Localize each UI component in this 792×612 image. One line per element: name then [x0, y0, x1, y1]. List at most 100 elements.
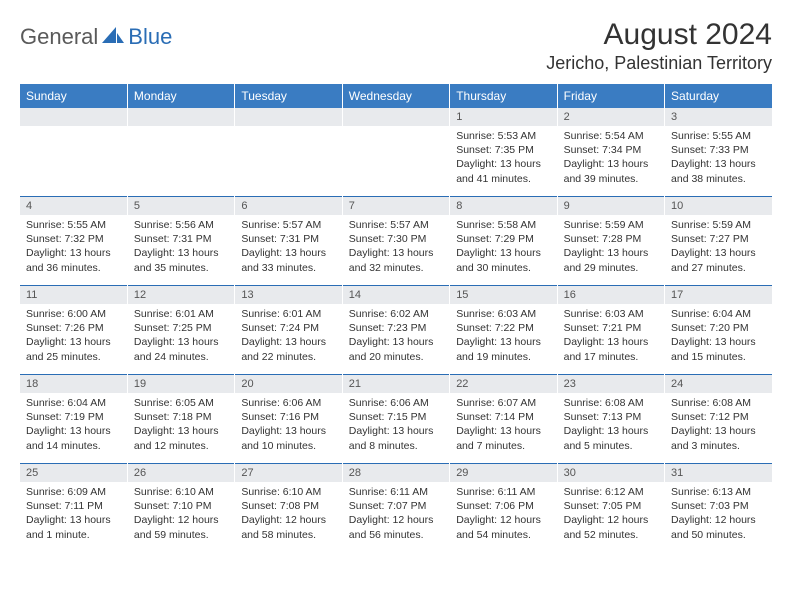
- sunrise-text: Sunrise: 6:04 AM: [671, 307, 766, 321]
- sunrise-text: Sunrise: 6:02 AM: [349, 307, 443, 321]
- day-body: Sunrise: 6:07 AMSunset: 7:14 PMDaylight:…: [450, 393, 556, 463]
- day-number: 21: [343, 375, 449, 393]
- daylight-text: Daylight: 12 hours and 56 minutes.: [349, 513, 443, 541]
- daylight-text: Daylight: 13 hours and 19 minutes.: [456, 335, 550, 363]
- day-body: Sunrise: 6:00 AMSunset: 7:26 PMDaylight:…: [20, 304, 127, 374]
- day-body-row: Sunrise: 5:55 AMSunset: 7:32 PMDaylight:…: [20, 215, 772, 286]
- daylight-text: Daylight: 12 hours and 58 minutes.: [241, 513, 335, 541]
- day-number-cell: 15: [450, 286, 557, 305]
- day-number-row: 25262728293031: [20, 464, 772, 483]
- day-body-cell: Sunrise: 6:07 AMSunset: 7:14 PMDaylight:…: [450, 393, 557, 464]
- sunset-text: Sunset: 7:15 PM: [349, 410, 443, 424]
- day-number: 6: [235, 197, 341, 215]
- day-body-row: Sunrise: 6:00 AMSunset: 7:26 PMDaylight:…: [20, 304, 772, 375]
- day-number: 28: [343, 464, 449, 482]
- day-header: Wednesday: [342, 84, 449, 108]
- day-number-cell: 30: [557, 464, 664, 483]
- day-number: 15: [450, 286, 556, 304]
- day-body: Sunrise: 6:10 AMSunset: 7:08 PMDaylight:…: [235, 482, 341, 552]
- day-body-cell: Sunrise: 5:59 AMSunset: 7:28 PMDaylight:…: [557, 215, 664, 286]
- day-number-cell: [342, 108, 449, 126]
- sunset-text: Sunset: 7:16 PM: [241, 410, 335, 424]
- day-number-cell: 17: [665, 286, 772, 305]
- day-number-cell: 8: [450, 197, 557, 216]
- sunset-text: Sunset: 7:32 PM: [26, 232, 121, 246]
- location: Jericho, Palestinian Territory: [546, 53, 772, 74]
- day-number-row: 18192021222324: [20, 375, 772, 394]
- day-number: 24: [665, 375, 772, 393]
- day-body-cell: Sunrise: 5:59 AMSunset: 7:27 PMDaylight:…: [665, 215, 772, 286]
- day-number-cell: 9: [557, 197, 664, 216]
- sunset-text: Sunset: 7:07 PM: [349, 499, 443, 513]
- day-body-cell: Sunrise: 6:02 AMSunset: 7:23 PMDaylight:…: [342, 304, 449, 375]
- sunrise-text: Sunrise: 6:10 AM: [134, 485, 228, 499]
- day-number-cell: 25: [20, 464, 127, 483]
- day-number: 13: [235, 286, 341, 304]
- day-body: [128, 126, 234, 196]
- day-number: 4: [20, 197, 127, 215]
- day-body-cell: Sunrise: 6:10 AMSunset: 7:08 PMDaylight:…: [235, 482, 342, 552]
- day-number: 22: [450, 375, 556, 393]
- day-number-row: 123: [20, 108, 772, 126]
- day-number-cell: 20: [235, 375, 342, 394]
- day-number-cell: 27: [235, 464, 342, 483]
- daylight-text: Daylight: 13 hours and 27 minutes.: [671, 246, 766, 274]
- day-body-row: Sunrise: 5:53 AMSunset: 7:35 PMDaylight:…: [20, 126, 772, 197]
- day-body-cell: Sunrise: 6:13 AMSunset: 7:03 PMDaylight:…: [665, 482, 772, 552]
- day-number-cell: 24: [665, 375, 772, 394]
- day-body-cell: Sunrise: 5:57 AMSunset: 7:31 PMDaylight:…: [235, 215, 342, 286]
- day-number-cell: 6: [235, 197, 342, 216]
- day-number-cell: 26: [127, 464, 234, 483]
- daylight-text: Daylight: 13 hours and 35 minutes.: [134, 246, 228, 274]
- day-body: Sunrise: 6:03 AMSunset: 7:22 PMDaylight:…: [450, 304, 556, 374]
- day-number: 23: [558, 375, 664, 393]
- day-body: [20, 126, 127, 196]
- day-number-row: 45678910: [20, 197, 772, 216]
- day-number-cell: 3: [665, 108, 772, 126]
- sunset-text: Sunset: 7:21 PM: [564, 321, 658, 335]
- day-body-cell: [235, 126, 342, 197]
- day-body: [343, 126, 449, 196]
- header: General Blue August 2024 Jericho, Palest…: [20, 18, 772, 74]
- sunset-text: Sunset: 7:31 PM: [134, 232, 228, 246]
- sunset-text: Sunset: 7:30 PM: [349, 232, 443, 246]
- sunset-text: Sunset: 7:06 PM: [456, 499, 550, 513]
- sunrise-text: Sunrise: 6:12 AM: [564, 485, 658, 499]
- day-body-cell: Sunrise: 6:06 AMSunset: 7:16 PMDaylight:…: [235, 393, 342, 464]
- sunrise-text: Sunrise: 6:06 AM: [349, 396, 443, 410]
- day-number: [343, 108, 449, 126]
- day-body-cell: Sunrise: 6:05 AMSunset: 7:18 PMDaylight:…: [127, 393, 234, 464]
- daylight-text: Daylight: 13 hours and 41 minutes.: [456, 157, 550, 185]
- day-number: 1: [450, 108, 556, 126]
- day-body-cell: Sunrise: 5:57 AMSunset: 7:30 PMDaylight:…: [342, 215, 449, 286]
- sunrise-text: Sunrise: 6:00 AM: [26, 307, 121, 321]
- day-number: 8: [450, 197, 556, 215]
- day-header: Tuesday: [235, 84, 342, 108]
- daylight-text: Daylight: 13 hours and 20 minutes.: [349, 335, 443, 363]
- day-number-cell: 13: [235, 286, 342, 305]
- day-body: Sunrise: 5:55 AMSunset: 7:33 PMDaylight:…: [665, 126, 772, 196]
- day-number-cell: 28: [342, 464, 449, 483]
- daylight-text: Daylight: 12 hours and 52 minutes.: [564, 513, 658, 541]
- daylight-text: Daylight: 13 hours and 39 minutes.: [564, 157, 658, 185]
- day-body-cell: Sunrise: 6:06 AMSunset: 7:15 PMDaylight:…: [342, 393, 449, 464]
- sunset-text: Sunset: 7:24 PM: [241, 321, 335, 335]
- day-number: 17: [665, 286, 772, 304]
- day-body: Sunrise: 6:12 AMSunset: 7:05 PMDaylight:…: [558, 482, 664, 552]
- daylight-text: Daylight: 13 hours and 25 minutes.: [26, 335, 121, 363]
- sunset-text: Sunset: 7:05 PM: [564, 499, 658, 513]
- day-body-row: Sunrise: 6:09 AMSunset: 7:11 PMDaylight:…: [20, 482, 772, 552]
- day-body-cell: Sunrise: 6:04 AMSunset: 7:19 PMDaylight:…: [20, 393, 127, 464]
- sunrise-text: Sunrise: 6:08 AM: [564, 396, 658, 410]
- daylight-text: Daylight: 13 hours and 38 minutes.: [671, 157, 766, 185]
- sunrise-text: Sunrise: 6:03 AM: [564, 307, 658, 321]
- day-body-cell: Sunrise: 6:09 AMSunset: 7:11 PMDaylight:…: [20, 482, 127, 552]
- day-number: [20, 108, 127, 126]
- day-number: 2: [558, 108, 664, 126]
- day-number: 30: [558, 464, 664, 482]
- sunrise-text: Sunrise: 6:11 AM: [349, 485, 443, 499]
- day-body-cell: Sunrise: 5:55 AMSunset: 7:32 PMDaylight:…: [20, 215, 127, 286]
- day-header: Monday: [127, 84, 234, 108]
- day-number-cell: 4: [20, 197, 127, 216]
- day-number: 11: [20, 286, 127, 304]
